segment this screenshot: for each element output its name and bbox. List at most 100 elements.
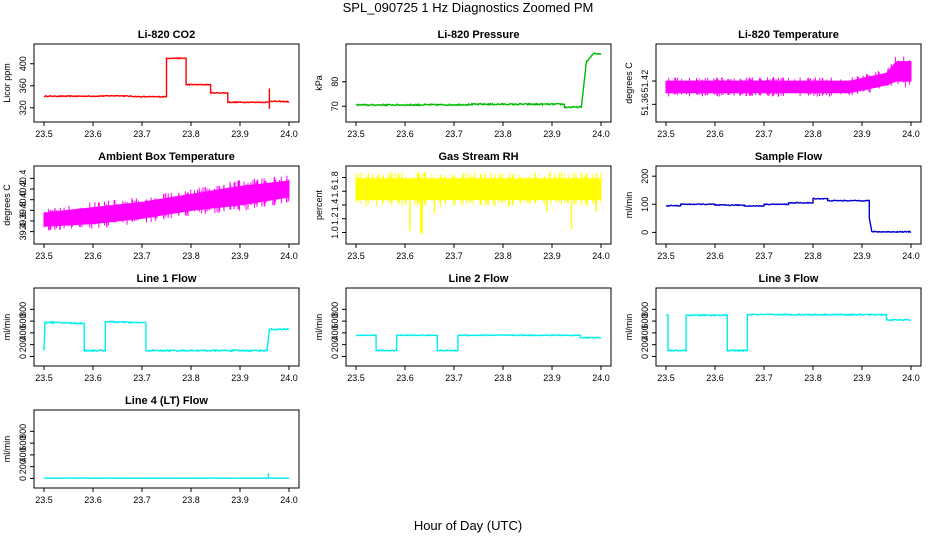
figure-title: SPL_090725 1 Hz Diagnostics Zoomed PM [342,0,594,15]
x-tick-label: 23.7 [445,373,463,383]
y-tick-label: 51.36 [640,93,650,116]
y-tick-label: 600 [640,314,650,329]
x-tick-label: 23.8 [804,373,822,383]
panel-title: Li-820 Temperature [738,29,839,41]
panel-4: Ambient Box Temperature degrees C 23.5 23.6… [2,151,300,261]
y-tick-label: 70 [330,101,340,111]
x-tick-label: 23.6 [396,373,414,383]
x-tick-label: 23.7 [133,373,151,383]
plot-frame [33,409,300,489]
y-tick-label: 51.42 [640,70,650,93]
plot-frame [655,287,922,367]
y-tick-label: 1.8 [330,171,340,184]
x-tick-label: 23.6 [706,373,724,383]
y-tick-label: 360 [18,78,28,93]
y-tick-label: 200 [330,337,340,352]
x-tick-label: 23.8 [182,251,200,261]
x-axis-label: Hour of Day (UTC) [413,518,523,533]
x-tick-label: 23.8 [182,129,200,139]
plot-frame [33,287,300,367]
y-tick-label: 200 [640,169,650,184]
x-tick-label: 23.6 [84,129,102,139]
panel-title: Line 3 Flow [759,273,819,285]
x-tick-label: 23.9 [231,251,249,261]
series-line [355,333,602,352]
series-jitter [355,171,602,207]
panel-title: Line 4 (LT) Flow [125,395,208,407]
y-tick-label: 0 [640,230,650,235]
x-tick-label: 23.6 [706,251,724,261]
panel-title: Li-820 CO2 [138,29,195,41]
y-tick-label: 320 [18,100,28,115]
y-tick-label: 200 [18,337,28,352]
panel-10: Line 4 (LT) Flow ml/min 23.5 23.6 23.7 23.8 23… [2,395,300,505]
x-tick-label: 23.9 [543,129,561,139]
x-tick-label: 24.0 [280,251,298,261]
x-tick-label: 23.5 [347,251,365,261]
panel-title: Gas Stream RH [438,151,518,163]
y-tick-label: 800 [18,302,28,317]
y-tick-label: 600 [18,436,28,451]
y-tick-label: 600 [330,314,340,329]
series-line [43,57,290,104]
y-axis-label: ml/min [314,314,324,341]
y-axis-label: degrees C [2,184,12,226]
y-tick-label: 0 [18,476,28,481]
y-tick-label: 400 [640,325,650,340]
y-tick-label: 600 [18,314,28,329]
x-tick-label: 23.9 [231,495,249,505]
x-tick-label: 24.0 [280,495,298,505]
series-line [43,320,290,353]
y-tick-label: 1.2 [330,212,340,225]
panel-title: Ambient Box Temperature [98,151,235,163]
x-tick-label: 23.7 [445,129,463,139]
x-tick-label: 23.8 [494,373,512,383]
panel-7: Line 1 Flow ml/min 23.5 23.6 23.7 23.8 23.9 24.… [2,273,300,383]
x-tick-label: 23.8 [182,495,200,505]
x-tick-label: 23.8 [494,251,512,261]
x-tick-label: 23.5 [35,373,53,383]
plot-frame [33,43,300,123]
x-tick-label: 24.0 [902,129,920,139]
x-tick-label: 23.6 [84,495,102,505]
x-tick-label: 23.8 [804,129,822,139]
x-tick-label: 23.7 [133,495,151,505]
x-tick-label: 23.6 [84,373,102,383]
y-axis-label: kPa [314,75,324,91]
x-tick-label: 23.5 [657,373,675,383]
y-axis-label: Licor ppm [2,63,12,103]
series-jitter [43,175,290,231]
y-tick-label: 40.4 [18,170,28,188]
y-axis-label: ml/min [624,192,634,219]
series-jitter [668,56,911,97]
x-tick-label: 23.9 [543,251,561,261]
y-tick-label: 800 [18,424,28,439]
y-tick-label: 400 [18,325,28,340]
panel-8: Line 2 Flow ml/min 23.5 23.6 23.7 23.8 23.9 24.… [314,273,612,383]
panel-title: Sample Flow [755,151,823,163]
y-tick-label: 0 [330,354,340,359]
x-tick-label: 23.6 [396,251,414,261]
x-tick-label: 24.0 [902,373,920,383]
y-tick-label: 80 [330,77,340,87]
plot-frame [345,43,612,123]
x-tick-label: 23.6 [706,129,724,139]
y-tick-label: 1.0 [330,226,340,239]
y-axis-label: degrees C [624,62,634,104]
y-tick-label: 39.6 [18,212,28,230]
series-line [665,312,912,353]
panel-title: Li-820 Pressure [438,29,520,41]
x-tick-label: 23.6 [396,129,414,139]
x-tick-label: 23.5 [347,373,365,383]
x-tick-label: 23.5 [657,129,675,139]
y-tick-label: 100 [640,197,650,212]
y-tick-label: 400 [18,56,28,71]
x-tick-label: 24.0 [280,373,298,383]
x-tick-label: 23.8 [182,373,200,383]
y-tick-label: 200 [18,459,28,474]
x-tick-label: 23.7 [133,251,151,261]
x-tick-label: 23.9 [543,373,561,383]
x-tick-label: 23.5 [35,129,53,139]
x-tick-label: 23.7 [755,373,773,383]
panel-title: Line 1 Flow [137,273,197,285]
